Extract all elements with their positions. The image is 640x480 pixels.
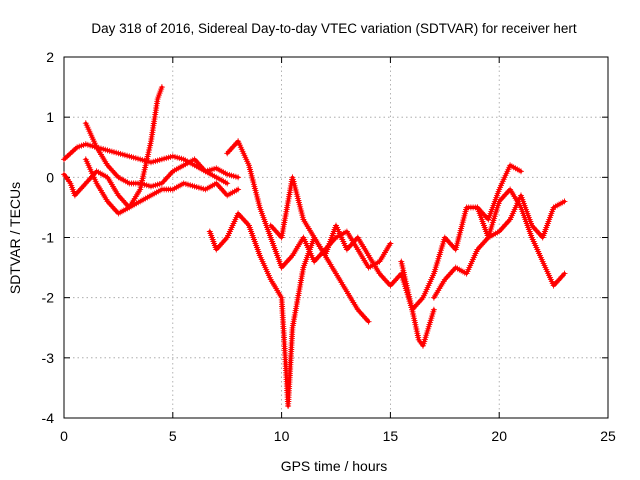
x-tick-label: 0	[60, 428, 68, 444]
series-markers	[82, 120, 231, 190]
x-tick-label: 5	[169, 428, 177, 444]
axis-ticks: 0 5 10 15 20 25 -4 -3 -2 -1 0 1 2	[42, 49, 616, 444]
y-axis-label: SDTVAR / TECUs	[7, 182, 23, 294]
y-tick-label: -1	[42, 230, 55, 246]
y-tick-label: 2	[46, 49, 54, 65]
series-4	[206, 210, 372, 410]
series-7	[398, 162, 525, 313]
x-tick-label: 25	[600, 428, 616, 444]
series-markers	[398, 162, 525, 313]
series-markers	[474, 192, 568, 241]
x-tick-label: 10	[274, 428, 290, 444]
y-tick-label: 0	[46, 169, 54, 185]
y-tick-label: -3	[42, 350, 55, 366]
series-2	[82, 156, 242, 217]
y-tick-label: -2	[42, 290, 55, 306]
x-axis-label: GPS time / hours	[281, 458, 388, 474]
series-markers	[82, 156, 242, 217]
series-markers	[430, 186, 568, 301]
series-markers	[206, 210, 372, 410]
series-5	[224, 138, 394, 271]
x-tick-label: 15	[383, 428, 399, 444]
series-8	[430, 186, 568, 301]
x-tick-label: 20	[491, 428, 507, 444]
data-series	[60, 84, 568, 410]
y-tick-label: 1	[46, 109, 54, 125]
series-3	[82, 120, 231, 190]
y-tick-label: -4	[42, 410, 55, 426]
chart-title: Day 318 of 2016, Sidereal Day-to-day VTE…	[91, 21, 576, 36]
series-9	[474, 192, 568, 241]
